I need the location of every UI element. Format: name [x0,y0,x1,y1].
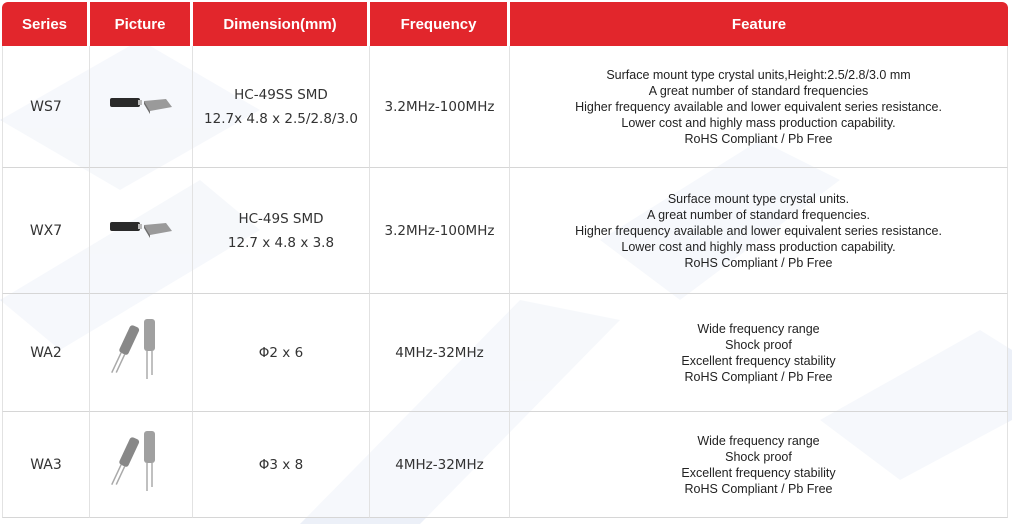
smd-crystal-icon [110,222,172,238]
dimension-line: Φ3 x 8 [258,456,304,473]
series-cell: WA3 [2,412,90,518]
dimension-cell: Φ2 x 6 [193,294,370,412]
feature-line: RoHS Compliant / Pb Free [684,255,833,270]
dimension-cell: HC-49SS SMD 12.7x 4.8 x 2.5/2.8/3.0 [193,46,370,168]
feature-line: Surface mount type crystal units,Height:… [606,67,911,82]
dimension-line: 12.7 x 4.8 x 3.8 [227,234,335,251]
table-row: WA3 Φ3 x 8 4MHz-32MHz Wide frequency range S… [2,412,1008,518]
feature-cell: Surface mount type crystal units. A great… [510,168,1008,294]
product-table: Series Picture Dimension(mm) Frequency Featu… [2,2,1008,518]
picture-cell [90,168,193,294]
column-header: Feature [510,2,1008,46]
feature-line: Excellent frequency stability [681,353,836,368]
column-header: Picture [90,2,193,46]
dimension-cell: Φ3 x 8 [193,412,370,518]
dimension-line: 12.7x 4.8 x 2.5/2.8/3.0 [204,110,358,127]
feature-line: Shock proof [725,449,792,464]
picture-cell [90,294,193,412]
header-row: Series Picture Dimension(mm) Frequency Featu… [2,2,1008,46]
feature-line: Shock proof [725,337,792,352]
dimension-cell: HC-49S SMD 12.7 x 4.8 x 3.8 [193,168,370,294]
feature-line: Wide frequency range [697,433,820,448]
smd-crystal-icon [110,98,172,114]
cylinder-crystal-icon [111,319,155,379]
feature-line: Higher frequency available and lower equ… [575,223,942,238]
column-header: Dimension(mm) [193,2,370,46]
feature-cell: Wide frequency range Shock proof Excellent… [510,294,1008,412]
column-header: Series [2,2,90,46]
feature-line: Lower cost and highly mass production ca… [621,239,896,254]
table-row: WS7 HC-49SS SMD 12.7x 4.8 x 2.5/2.8/3.0 3.2… [2,46,1008,168]
cylinder-crystal-icon [111,431,155,491]
feature-line: A great number of standard frequencies [648,83,869,98]
column-header: Frequency [370,2,510,46]
frequency-cell: 4MHz-32MHz [370,294,510,412]
dimension-line: HC-49SS SMD [234,86,328,103]
feature-line: RoHS Compliant / Pb Free [684,369,833,384]
series-cell: WA2 [2,294,90,412]
feature-line: Surface mount type crystal units. [667,191,850,206]
feature-cell: Wide frequency range Shock proof Excellent… [510,412,1008,518]
picture-cell [90,46,193,168]
series-cell: WX7 [2,168,90,294]
picture-cell [90,412,193,518]
series-cell: WS7 [2,46,90,168]
dimension-line: Φ2 x 6 [258,344,304,361]
feature-line: A great number of standard frequencies. [646,207,871,222]
feature-line: Higher frequency available and lower equ… [575,99,942,114]
feature-line: Excellent frequency stability [681,465,836,480]
feature-line: Lower cost and highly mass production ca… [621,115,896,130]
feature-line: Wide frequency range [697,321,820,336]
feature-line: RoHS Compliant / Pb Free [684,481,833,496]
table-row: WX7 HC-49S SMD 12.7 x 4.8 x 3.8 3.2MHz-100M… [2,168,1008,294]
frequency-cell: 3.2MHz-100MHz [370,46,510,168]
feature-cell: Surface mount type crystal units,Height:… [510,46,1008,168]
feature-line: RoHS Compliant / Pb Free [684,131,833,146]
dimension-line: HC-49S SMD [238,210,324,227]
table-row: WA2 Φ2 x 6 4MHz-32MHz Wide frequency range S… [2,294,1008,412]
table-body: WS7 HC-49SS SMD 12.7x 4.8 x 2.5/2.8/3.0 3.2… [2,46,1008,518]
frequency-cell: 3.2MHz-100MHz [370,168,510,294]
frequency-cell: 4MHz-32MHz [370,412,510,518]
